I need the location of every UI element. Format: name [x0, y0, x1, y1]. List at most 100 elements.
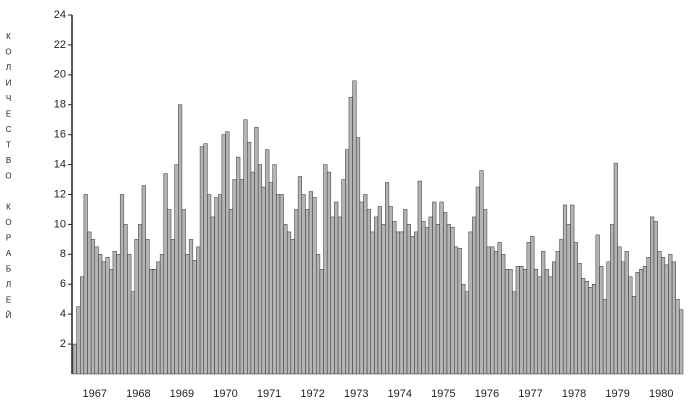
- bar: [261, 186, 266, 375]
- bar: [87, 231, 92, 375]
- y-tick-label: 8: [60, 248, 66, 260]
- y-tick-label: 22: [54, 39, 66, 51]
- bar: [653, 221, 658, 375]
- bar: [352, 80, 357, 375]
- bar: [613, 162, 618, 375]
- bar: [257, 164, 263, 375]
- bar: [283, 224, 288, 375]
- bar: [606, 261, 611, 375]
- bar: [588, 286, 593, 375]
- bar: [537, 276, 542, 375]
- bar: [149, 269, 154, 375]
- bar: [207, 194, 212, 375]
- bar: [555, 251, 560, 375]
- bar: [134, 239, 139, 375]
- bar: [247, 141, 252, 375]
- x-tick-label: 1975: [431, 388, 455, 400]
- y-tick-label: 14: [54, 158, 66, 170]
- bar: [657, 251, 662, 375]
- bar: [475, 186, 480, 375]
- x-tick-label: 1967: [83, 388, 107, 400]
- x-tick-label: 1974: [388, 388, 412, 400]
- bar: [595, 234, 600, 375]
- bar: [395, 231, 401, 375]
- bar: [646, 257, 651, 375]
- bar: [210, 216, 215, 375]
- bar: [80, 276, 85, 375]
- bar: [399, 231, 404, 375]
- bar: [363, 194, 368, 375]
- bar: [424, 227, 430, 375]
- bar: [621, 261, 626, 375]
- bar: [167, 209, 172, 375]
- bar: [276, 194, 281, 375]
- bar: [301, 194, 306, 375]
- bar: [483, 209, 488, 375]
- bar: [461, 284, 466, 375]
- bar: [272, 164, 277, 375]
- bar: [472, 216, 477, 375]
- y-tick-label: 10: [54, 218, 66, 230]
- bar: [519, 266, 524, 375]
- bar: [544, 269, 549, 375]
- bar: [624, 251, 629, 375]
- bar: [566, 224, 571, 375]
- bar: [127, 254, 132, 375]
- bar: [403, 209, 408, 375]
- bar: [181, 209, 186, 375]
- bar: [228, 209, 234, 375]
- bar: [599, 266, 604, 375]
- bar: [570, 204, 575, 375]
- x-tick-label: 1970: [213, 388, 237, 400]
- x-tick-label: 1978: [562, 388, 586, 400]
- bar: [348, 97, 353, 375]
- bar: [294, 209, 299, 375]
- bar: [345, 149, 350, 375]
- bar: [225, 131, 230, 375]
- bar: [417, 180, 422, 375]
- bar: [83, 194, 88, 375]
- bar: [533, 269, 539, 375]
- bar: [199, 146, 204, 375]
- bar: [334, 201, 339, 375]
- y-tick-label: 20: [54, 69, 66, 81]
- bar: [366, 209, 371, 375]
- bar: [374, 216, 379, 375]
- bar: [664, 264, 669, 375]
- bar: [109, 269, 114, 375]
- bar: [370, 231, 375, 375]
- bar: [203, 143, 208, 375]
- bar: [679, 309, 684, 375]
- bar: [504, 269, 509, 375]
- bar: [522, 269, 528, 375]
- bar: [377, 206, 382, 375]
- bar: [116, 254, 121, 375]
- bar: [196, 246, 201, 375]
- bar: [330, 216, 335, 375]
- bar: [279, 194, 284, 375]
- bar: [675, 298, 680, 375]
- bar: [406, 224, 411, 375]
- bar: [239, 179, 244, 375]
- bar: [559, 239, 564, 375]
- bar: [490, 246, 495, 375]
- bar: [130, 291, 135, 375]
- bar: [359, 201, 364, 375]
- bar: [316, 254, 321, 375]
- bar: [217, 194, 223, 375]
- bar: [457, 248, 462, 375]
- bar: [221, 134, 226, 375]
- bar: [94, 246, 99, 375]
- x-tick-label: 1979: [605, 388, 629, 400]
- bar: [512, 291, 517, 375]
- bar: [123, 224, 128, 375]
- bar: [435, 224, 440, 375]
- bar: [254, 126, 259, 375]
- bar: [439, 201, 444, 375]
- bar: [584, 281, 589, 375]
- bar: [305, 209, 310, 375]
- bar: [541, 251, 546, 375]
- bar: [617, 246, 622, 375]
- bar: [98, 254, 103, 375]
- y-tick-label: 18: [54, 99, 66, 111]
